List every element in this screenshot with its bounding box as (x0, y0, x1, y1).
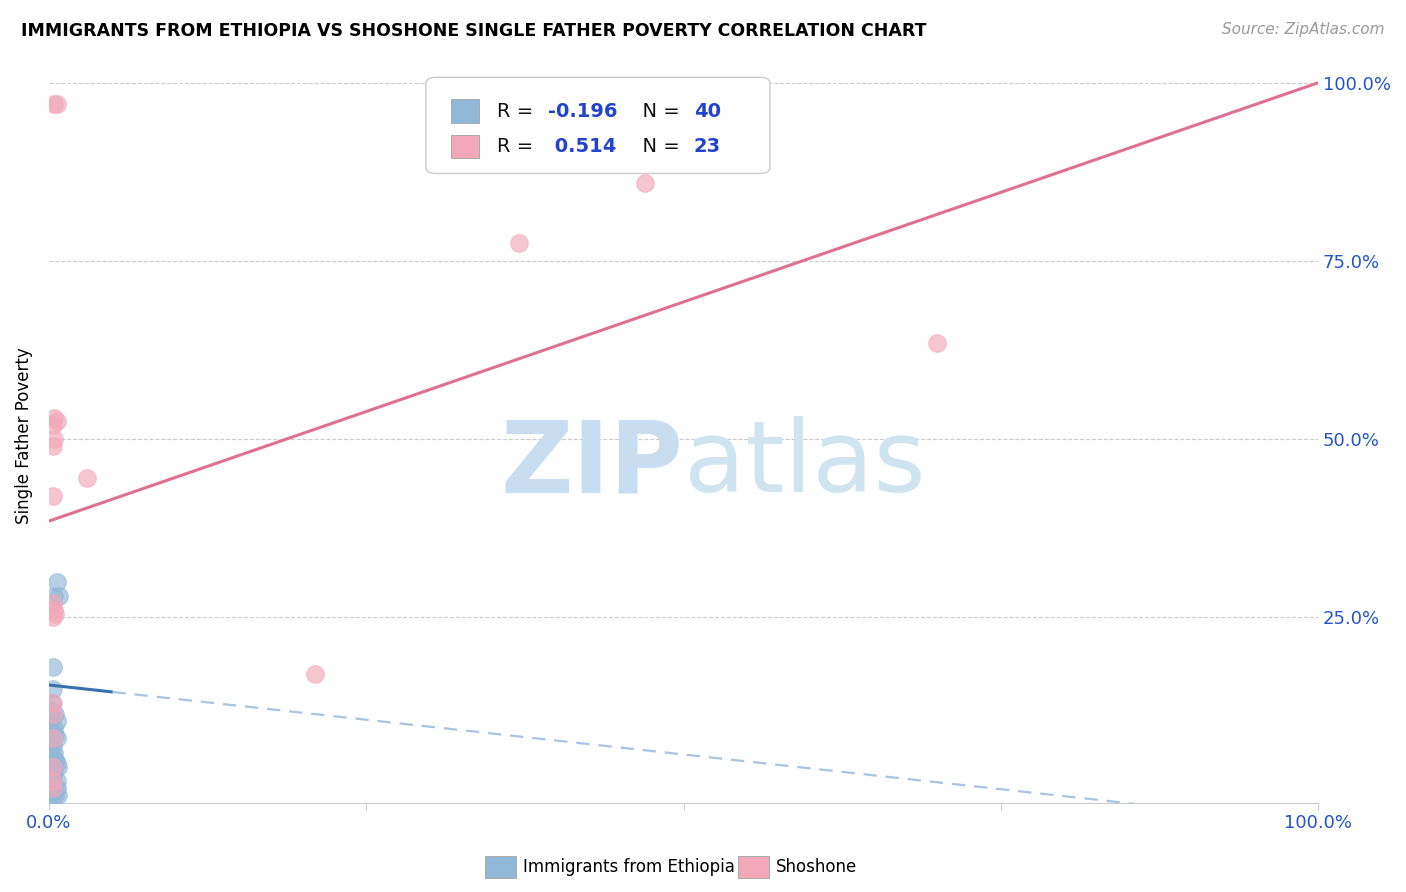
Point (42, 596, 65, 610)
Point (42, 696, 65, 710)
Point (42, 489, 65, 503)
Text: atlas: atlas (683, 417, 925, 514)
Point (42, 589, 65, 603)
Text: ZIP: ZIP (501, 417, 683, 514)
Point (39, 785, 62, 799)
Point (41, 778, 63, 792)
Point (42, 778, 65, 792)
Text: Immigrants from Ethiopia: Immigrants from Ethiopia (523, 858, 735, 876)
Point (45, 574, 67, 589)
Point (39, 749, 62, 764)
Point (42, 97, 65, 112)
Point (42, 610, 65, 624)
FancyBboxPatch shape (451, 135, 479, 158)
Text: R =: R = (496, 102, 540, 120)
Point (39, 731, 62, 746)
Point (39, 739, 62, 753)
Point (42, 660, 65, 674)
Text: 40: 40 (693, 102, 721, 120)
Point (634, 176, 657, 190)
Point (39, 724, 62, 739)
Y-axis label: Single Father Poverty: Single Father Poverty (15, 347, 32, 524)
Point (39, 717, 62, 731)
Point (45, 731, 67, 746)
Point (42, 760, 65, 774)
Point (44, 789, 66, 803)
Text: Shoshone: Shoshone (776, 858, 858, 876)
Point (46, 789, 69, 803)
Point (39, 728, 62, 742)
Point (45, 97, 67, 112)
Point (42, 603, 65, 617)
Point (42, 771, 65, 785)
Point (44, 753, 66, 767)
Text: 0.514: 0.514 (548, 137, 616, 156)
Text: N =: N = (630, 102, 686, 120)
Point (39, 710, 62, 724)
Point (39, 746, 62, 760)
Point (46, 760, 69, 774)
Point (304, 667, 326, 681)
Point (41, 696, 63, 710)
Point (42, 721, 65, 735)
Point (42, 439, 65, 453)
Point (927, 335, 949, 350)
Point (39, 760, 62, 774)
Point (42, 746, 65, 760)
Point (508, 236, 530, 251)
Point (39, 789, 62, 803)
Text: N =: N = (630, 137, 686, 156)
Point (42, 731, 65, 746)
Text: IMMIGRANTS FROM ETHIOPIA VS SHOSHONE SINGLE FATHER POVERTY CORRELATION CHART: IMMIGRANTS FROM ETHIOPIA VS SHOSHONE SIN… (21, 22, 927, 40)
Point (42, 739, 65, 753)
Point (44, 607, 66, 621)
Text: 23: 23 (693, 137, 721, 156)
Point (45, 714, 67, 728)
Point (48, 589, 70, 603)
Point (45, 781, 67, 796)
Point (44, 706, 66, 721)
Point (42, 764, 65, 778)
Point (42, 781, 65, 796)
Text: -0.196: -0.196 (548, 102, 617, 120)
Text: Source: ZipAtlas.com: Source: ZipAtlas.com (1222, 22, 1385, 37)
Point (42, 774, 65, 789)
Point (42, 432, 65, 446)
FancyBboxPatch shape (426, 78, 770, 173)
Point (41, 767, 63, 781)
Point (39, 703, 62, 717)
FancyBboxPatch shape (451, 99, 479, 123)
Point (45, 756, 67, 771)
Point (42, 410, 65, 425)
Point (42, 786, 65, 800)
Text: R =: R = (496, 137, 540, 156)
Point (42, 681, 65, 696)
Point (42, 706, 65, 721)
Point (41, 749, 63, 764)
Point (44, 728, 66, 742)
Point (45, 414, 67, 428)
Point (39, 767, 62, 781)
Point (76, 471, 98, 485)
Point (45, 774, 67, 789)
Point (42, 417, 65, 432)
